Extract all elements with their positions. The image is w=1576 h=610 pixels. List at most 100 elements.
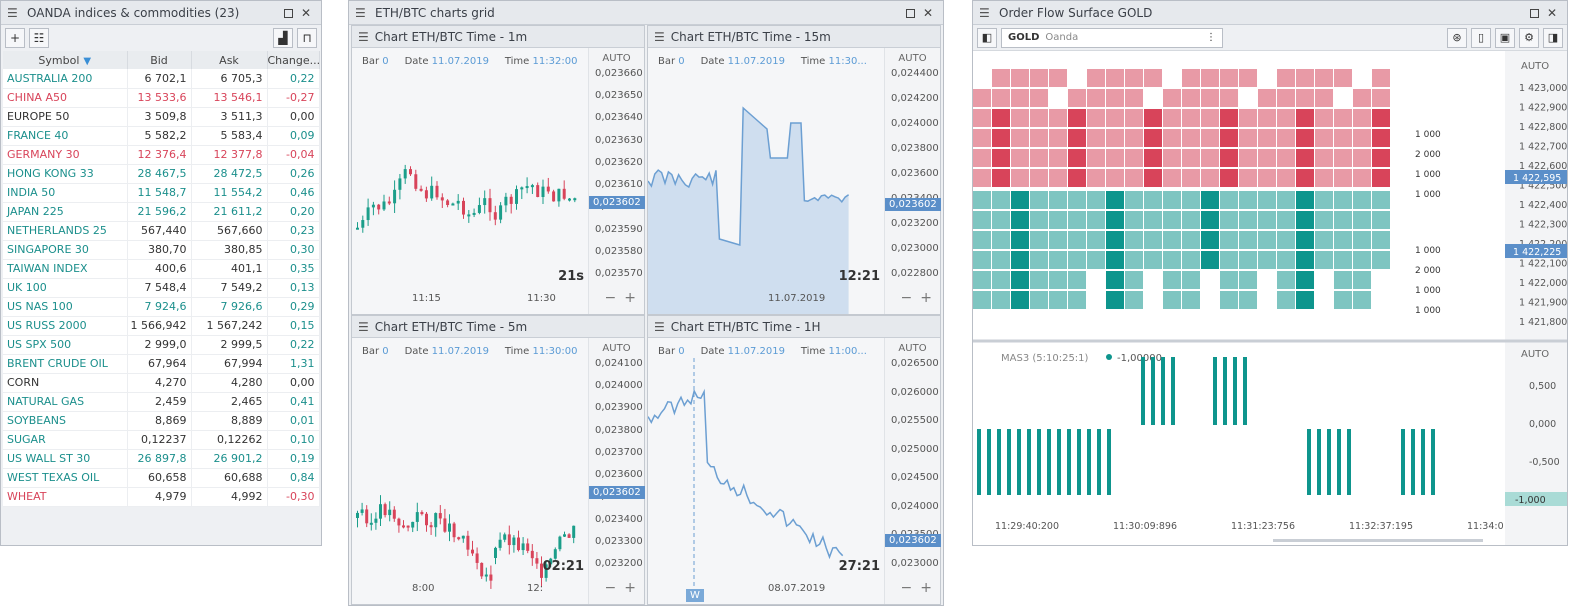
- size-label: 1 000: [1415, 190, 1441, 200]
- col-symbol[interactable]: Symbol ▼: [3, 51, 128, 69]
- filter-icon[interactable]: ▼: [83, 55, 92, 67]
- chart-plot-area[interactable]: Bar 0 Date 11.07.2019 Time 11:30... 11.0…: [648, 48, 884, 314]
- maximize-icon[interactable]: [901, 6, 919, 20]
- price-axis[interactable]: AUTO 0,024400 0,024200 0,024000 0,023800 0,0…: [839, 48, 941, 314]
- table-row[interactable]: US NAS 100 7 924,6 7 926,6 0,29: [3, 297, 320, 317]
- candle: [552, 191, 556, 202]
- chart-plot-area[interactable]: Bar 0 Date 11.07.2019 Time 11:30:00 8:00…: [352, 338, 588, 604]
- table-row[interactable]: SUGAR 0,12237 0,12262 0,10: [3, 430, 320, 450]
- chart-plot-area[interactable]: Bar 0 Date 11.07.2019 Time 11:00... 08.0…: [648, 338, 884, 604]
- orderflow-titlebar[interactable]: ☰ Order Flow Surface GOLD ✕: [973, 1, 1567, 25]
- symbol-selector[interactable]: GOLD Oanda ⋮: [1001, 27, 1223, 48]
- indicator-bar: [1317, 429, 1321, 495]
- bid-cell: [1220, 211, 1238, 229]
- auto-scale-button[interactable]: AUTO: [898, 343, 927, 354]
- hamburger-menu-icon[interactable]: ☰: [654, 29, 665, 44]
- bid-cell: [1296, 271, 1314, 289]
- table-row[interactable]: HONG KONG 33 28 467,5 28 472,5 0,26: [3, 164, 320, 184]
- table-row[interactable]: INDIA 50 11 548,7 11 554,2 0,46: [3, 183, 320, 203]
- table-row[interactable]: CHINA A50 13 533,6 13 546,1 -0,27: [3, 88, 320, 108]
- chart-plot-area[interactable]: Bar 0 Date 11.07.2019 Time 11:32:00 11:1…: [352, 48, 588, 314]
- table-row[interactable]: SINGAPORE 30 380,70 380,85 0,30: [3, 240, 320, 260]
- chart-cell[interactable]: ☰ Chart ETH/BTC Time - 1H Bar 0 Date 11.0…: [647, 315, 941, 605]
- bid-cell: [1277, 211, 1295, 229]
- price-axis[interactable]: AUTO 0,023660 0,023650 0,023640 0,023630 0,0…: [558, 48, 645, 314]
- chart-titlebar[interactable]: ☰ Chart ETH/BTC Time - 15m: [648, 26, 940, 48]
- order-flow-chart[interactable]: 1 000 2 000 1 000 1 000 1 000 2 000 1 000 1 000…: [973, 51, 1567, 545]
- close-icon[interactable]: ✕: [300, 5, 312, 20]
- maximize-icon[interactable]: [1525, 6, 1543, 20]
- table-row[interactable]: US RUSS 2000 1 566,942 1 567,242 0,15: [3, 316, 320, 336]
- hamburger-menu-icon[interactable]: ☰: [358, 29, 369, 44]
- ask-cell: [1182, 169, 1200, 187]
- hamburger-menu-icon[interactable]: ☰: [358, 319, 369, 334]
- table-row[interactable]: EUROPE 50 3 509,8 3 511,3 0,00: [3, 107, 320, 127]
- watchlist-titlebar[interactable]: ☰ OANDA indices & commodities (23) ✕: [1, 1, 321, 25]
- ask-cell: [1277, 109, 1295, 127]
- chart-titlebar[interactable]: ☰ Chart ETH/BTC Time - 1m: [352, 26, 644, 48]
- camera-icon[interactable]: ▣: [1495, 27, 1515, 48]
- table-row[interactable]: AUSTRALIA 200 6 702,1 6 705,3 0,22: [3, 69, 320, 89]
- add-symbol-button[interactable]: +: [5, 28, 25, 48]
- ask-cell: [1315, 149, 1333, 167]
- table-row[interactable]: WHEAT 4,979 4,992 -0,30: [3, 487, 320, 507]
- table-row[interactable]: GERMANY 30 12 376,4 12 377,8 -0,04: [3, 145, 320, 165]
- gear-icon[interactable]: ⚙: [1519, 27, 1539, 48]
- chart-settings-icon[interactable]: ▟: [273, 28, 293, 48]
- change-cell: 0,19: [267, 449, 320, 469]
- table-row[interactable]: NETHERLANDS 25 567,440 567,660 0,23: [3, 221, 320, 241]
- close-icon[interactable]: ✕: [922, 5, 934, 20]
- week-marker: W: [686, 589, 704, 602]
- ask-cell: [1068, 109, 1086, 127]
- auto-scale-button[interactable]: AUTO: [602, 343, 631, 354]
- col-change[interactable]: Change...: [267, 51, 320, 69]
- table-row[interactable]: NATURAL GAS 2,459 2,465 0,41: [3, 392, 320, 412]
- candle: [440, 197, 444, 201]
- grid-titlebar[interactable]: ☰ ETH/BTC charts grid ✕: [349, 1, 943, 25]
- col-ask[interactable]: Ask: [191, 51, 268, 69]
- ask-cell: [1049, 149, 1067, 167]
- ask-cell: [1334, 69, 1352, 87]
- zoom-controls[interactable]: −+: [604, 580, 644, 596]
- auto-scale-button[interactable]: AUTO: [898, 53, 927, 64]
- chart-cell[interactable]: ☰ Chart ETH/BTC Time - 5m Bar 0 Date 11.0…: [351, 315, 645, 605]
- zoom-controls[interactable]: −+: [604, 290, 644, 306]
- maximize-icon[interactable]: [279, 6, 297, 20]
- price-axis[interactable]: AUTO 0,024100 0,024000 0,023900 0,023800 0,0…: [543, 338, 645, 604]
- table-row[interactable]: SOYBEANS 8,869 8,889 0,01: [3, 411, 320, 431]
- panel-toggle-icon[interactable]: ◨: [1543, 27, 1563, 48]
- hamburger-menu-icon[interactable]: ☰: [355, 5, 366, 20]
- table-row[interactable]: US WALL ST 30 26 897,8 26 901,2 0,19: [3, 449, 320, 469]
- table-row[interactable]: US SPX 500 2 999,0 2 999,5 0,22: [3, 335, 320, 355]
- auto-scale-button[interactable]: AUTO: [602, 53, 631, 64]
- table-row[interactable]: CORN 4,270 4,280 0,00: [3, 373, 320, 393]
- chart-cell[interactable]: ☰ Chart ETH/BTC Time - 15m Bar 0 Date 11.…: [647, 25, 941, 315]
- more-icon[interactable]: ⋮: [1206, 32, 1216, 43]
- table-row[interactable]: BRENT CRUDE OIL 67,964 67,994 1,31: [3, 354, 320, 374]
- candle: [387, 201, 391, 204]
- table-row[interactable]: WEST TEXAS OIL 60,658 60,688 0,84: [3, 468, 320, 488]
- table-row[interactable]: UK 100 7 548,4 7 549,2 0,13: [3, 278, 320, 298]
- chart-titlebar[interactable]: ☰ Chart ETH/BTC Time - 1H: [648, 316, 940, 338]
- chart-titlebar[interactable]: ☰ Chart ETH/BTC Time - 5m: [352, 316, 644, 338]
- search-chart-icon[interactable]: ⊛: [1447, 27, 1467, 48]
- col-bid[interactable]: Bid: [127, 51, 192, 69]
- price-tick: 0,023700: [595, 446, 643, 458]
- sidebar-toggle-icon[interactable]: ◧: [977, 27, 997, 48]
- price-axis[interactable]: AUTO 0,026500 0,026000 0,025500 0,025000 0,0…: [839, 338, 941, 604]
- hamburger-menu-icon[interactable]: ☰: [7, 5, 18, 20]
- chart-cell[interactable]: ☰ Chart ETH/BTC Time - 1m Bar 0 Date 11.0…: [351, 25, 645, 315]
- mouse-icon[interactable]: ▯: [1471, 27, 1491, 48]
- table-row[interactable]: FRANCE 40 5 582,2 5 583,4 0,09: [3, 126, 320, 146]
- table-row[interactable]: JAPAN 225 21 596,2 21 611,2 0,20: [3, 202, 320, 222]
- zoom-controls[interactable]: −+: [900, 580, 940, 596]
- lock-icon[interactable]: ⊓: [297, 28, 317, 48]
- list-view-icon[interactable]: ☷: [29, 28, 49, 48]
- hamburger-menu-icon[interactable]: ☰: [979, 5, 990, 20]
- ask-cell: [1011, 129, 1029, 147]
- ask-cell: [1353, 129, 1371, 147]
- zoom-controls[interactable]: −+: [900, 290, 940, 306]
- hamburger-menu-icon[interactable]: ☰: [654, 319, 665, 334]
- table-row[interactable]: TAIWAN INDEX 400,6 401,1 0,35: [3, 259, 320, 279]
- close-icon[interactable]: ✕: [1546, 5, 1558, 20]
